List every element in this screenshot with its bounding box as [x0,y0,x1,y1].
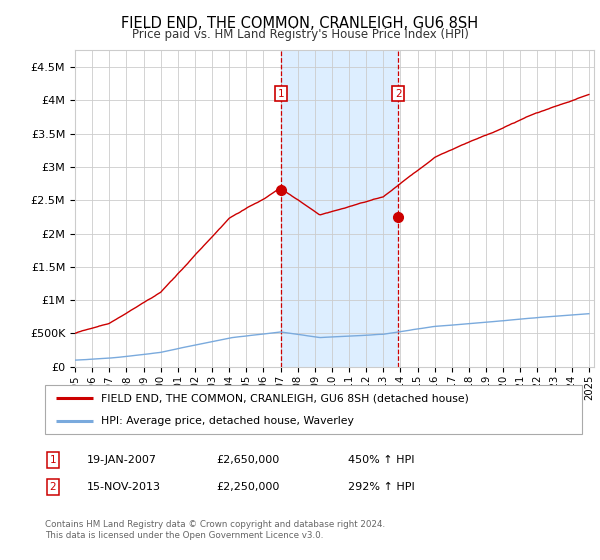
Text: Price paid vs. HM Land Registry's House Price Index (HPI): Price paid vs. HM Land Registry's House … [131,28,469,41]
Text: 19-JAN-2007: 19-JAN-2007 [87,455,157,465]
Text: 1: 1 [49,455,56,465]
Text: 450% ↑ HPI: 450% ↑ HPI [348,455,415,465]
Text: 1: 1 [278,88,285,99]
Bar [281,50,398,367]
Text: 15-NOV-2013: 15-NOV-2013 [87,482,161,492]
Text: £2,650,000: £2,650,000 [216,455,279,465]
Text: 292% ↑ HPI: 292% ↑ HPI [348,482,415,492]
Text: 2: 2 [395,88,402,99]
Text: HPI: Average price, detached house, Waverley: HPI: Average price, detached house, Wave… [101,416,354,426]
Text: 2: 2 [49,482,56,492]
Text: FIELD END, THE COMMON, CRANLEIGH, GU6 8SH: FIELD END, THE COMMON, CRANLEIGH, GU6 8S… [121,16,479,31]
Text: FIELD END, THE COMMON, CRANLEIGH, GU6 8SH (detached house): FIELD END, THE COMMON, CRANLEIGH, GU6 8S… [101,393,469,403]
FancyBboxPatch shape [45,385,582,434]
Text: Contains HM Land Registry data © Crown copyright and database right 2024.
This d: Contains HM Land Registry data © Crown c… [45,520,385,540]
Text: £2,250,000: £2,250,000 [216,482,280,492]
